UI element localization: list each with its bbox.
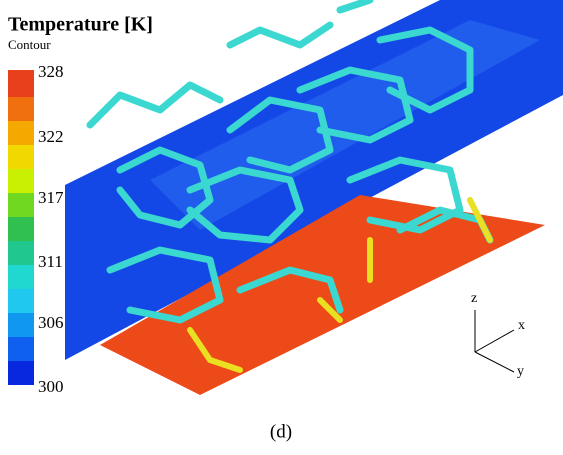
colorbar-label: 328 (38, 62, 64, 81)
colorbar-label: 317 (38, 188, 64, 207)
axis-label: z (471, 291, 477, 306)
colorbar-label: 306 (38, 313, 64, 332)
scene (65, 0, 563, 395)
colorbar (8, 70, 34, 385)
legend-subtitle: Contour (8, 37, 51, 52)
axis-label: x (518, 318, 525, 333)
colorbar-label: 300 (38, 377, 64, 396)
axis-label: y (517, 364, 524, 379)
legend-title: Temperature [K] (8, 14, 153, 36)
colorbar-label: 311 (38, 252, 63, 271)
figure: Temperature [K] Contour 328 322 317 311 … (0, 0, 563, 455)
colorbar-label: 322 (38, 127, 64, 146)
caption: (d) (270, 421, 292, 442)
axis-triad (475, 310, 514, 372)
